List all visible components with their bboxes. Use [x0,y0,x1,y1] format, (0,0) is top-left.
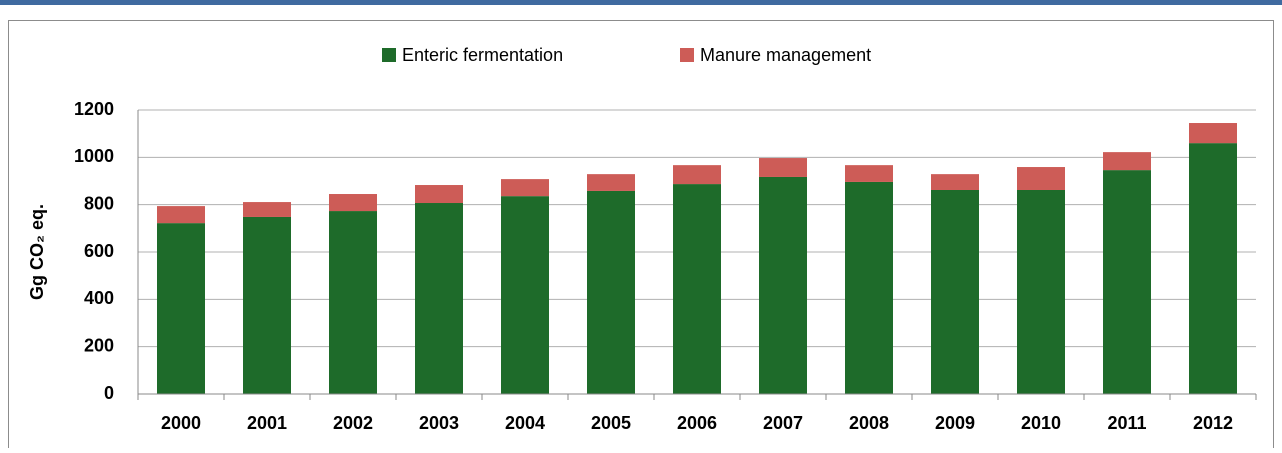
y-tick-label: 0 [104,383,114,403]
bar-segment [157,206,205,224]
x-tick-label: 2005 [591,413,631,433]
top-bar [0,0,1282,5]
bar-segment [1189,143,1237,394]
bar-segment [845,181,893,394]
bar-segment [931,174,979,190]
bar-segment [931,189,979,394]
y-tick-label: 200 [84,335,114,355]
bar-segment [501,179,549,197]
x-tick-label: 2010 [1021,413,1061,433]
x-tick-label: 2008 [849,413,889,433]
bar-segment [1103,152,1151,171]
bar-segment [329,211,377,394]
x-tick-label: 2003 [419,413,459,433]
x-tick-label: 2012 [1193,413,1233,433]
bar-segment [243,202,291,217]
bar-segment [845,165,893,182]
bar-segment [1103,170,1151,394]
bar-segment [759,176,807,394]
legend-label: Manure management [700,45,871,65]
bar-segment [415,203,463,394]
bar-segment [329,194,377,212]
bar-segment [673,184,721,394]
y-tick-label: 400 [84,288,114,308]
x-tick-label: 2009 [935,413,975,433]
bar-segment [673,165,721,185]
bar-segment [415,185,463,204]
bar-segment [587,174,635,191]
legend-swatch [382,48,396,62]
y-tick-label: 800 [84,193,114,213]
x-tick-label: 2007 [763,413,803,433]
bar-segment [759,158,807,177]
x-tick-label: 2004 [505,413,545,433]
bar-segment [501,196,549,394]
x-tick-label: 2000 [161,413,201,433]
bar-segment [157,223,205,394]
bar-segment [243,216,291,394]
legend-swatch [680,48,694,62]
bar-segment [1189,123,1237,144]
x-tick-label: 2006 [677,413,717,433]
bar-segment [587,190,635,394]
x-tick-label: 2002 [333,413,373,433]
x-tick-label: 2001 [247,413,287,433]
y-axis-label: Gg CO₂ eq. [27,204,47,300]
y-tick-label: 1000 [74,146,114,166]
y-tick-label: 1200 [74,99,114,119]
x-tick-label: 2011 [1107,413,1146,433]
bar-segment [1017,189,1065,394]
bar-segment [1017,167,1065,190]
legend-label: Enteric fermentation [402,45,563,65]
y-tick-label: 600 [84,241,114,261]
